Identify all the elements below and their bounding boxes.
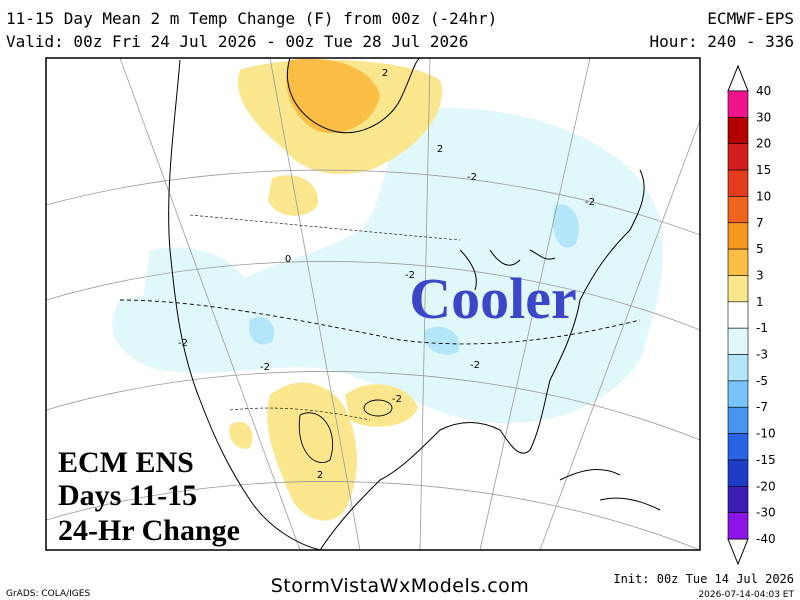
- colorbar-segment: [727, 143, 749, 171]
- contour-label: -2: [392, 394, 402, 405]
- colorbar-label: -7: [756, 400, 768, 414]
- colorbar-segment: [727, 354, 749, 382]
- colorbar-segment: [727, 196, 749, 224]
- map: 2 -2 0 -2 -2 -2 2 -2 -2 -2 2: [45, 57, 701, 551]
- colorbar-label: 7: [756, 216, 764, 230]
- colorbar-label: -15: [756, 453, 776, 467]
- colorbar-label: 15: [756, 163, 771, 177]
- colorbar-segment: [727, 327, 749, 355]
- contour-label: -2: [585, 197, 595, 208]
- annotation-line: ECM ENS: [58, 446, 194, 479]
- colorbar-label: 10: [756, 189, 771, 203]
- contour-label: -2: [470, 360, 480, 371]
- colorbar-label: 5: [756, 242, 764, 256]
- colorbar-segment: [727, 301, 749, 329]
- colorbar-label: -40: [756, 532, 776, 546]
- annotation-cooler: Cooler: [409, 266, 577, 331]
- colorbar-segment: [727, 117, 749, 145]
- footer-stamp: 2026-07-14-04:03 ET: [698, 590, 794, 600]
- contour-label: -2: [467, 172, 477, 183]
- contour-label: 2: [382, 68, 388, 79]
- colorbar-label: -10: [756, 427, 776, 441]
- colorbar-label: 3: [756, 268, 764, 282]
- colorbar-segment: [727, 512, 749, 540]
- annotation-line: Days 11-15: [58, 479, 197, 512]
- colorbar-label: 1: [756, 295, 764, 309]
- colorbar-label: -3: [756, 348, 768, 362]
- contour-label: 2: [317, 470, 323, 481]
- colorbar-label: 20: [756, 137, 771, 151]
- colorbar-segment: [727, 406, 749, 434]
- colorbar: 40 30 20 15 10 7 5 3 1 -1 -3 -5 -7 -10 -15 -20 -30 -40: [727, 64, 776, 566]
- colorbar-label: -5: [756, 374, 768, 388]
- annotation-line: 24-Hr Change: [58, 514, 240, 547]
- colorbar-segment: [727, 248, 749, 276]
- valid: Valid: 00z Fri 24 Jul 2026 - 00z Tue 28 …: [6, 32, 468, 51]
- hour: Hour: 240 - 336: [650, 32, 795, 51]
- model: ECMWF-EPS: [707, 9, 794, 28]
- colorbar-label: -1: [756, 321, 768, 335]
- colorbar-segment: [727, 275, 749, 303]
- contour-label: 2: [437, 144, 443, 155]
- colorbar-segment: [727, 485, 749, 513]
- colorbar-label: -20: [756, 479, 776, 493]
- colorbar-segment: [727, 459, 749, 487]
- footer-software: GrADS: COLA/IGES: [6, 589, 90, 599]
- colorbar-label: 30: [756, 110, 771, 124]
- contour-label: -2: [178, 338, 188, 349]
- title: 11-15 Day Mean 2 m Temp Change (F) from …: [6, 9, 497, 28]
- colorbar-segment: [727, 380, 749, 408]
- contour-label: -2: [260, 362, 270, 373]
- colorbar-segment: [727, 433, 749, 461]
- colorbar-label: 40: [756, 84, 771, 98]
- contour-label: -2: [405, 270, 415, 281]
- footer-init: Init: 00z Tue 14 Jul 2026: [613, 572, 794, 586]
- colorbar-segment: [727, 169, 749, 197]
- colorbar-segment: [727, 90, 749, 118]
- colorbar-segment: [727, 222, 749, 250]
- colorbar-label: -30: [756, 506, 776, 520]
- contour-label: 0: [285, 254, 291, 265]
- footer-site: StormVistaWxModels.com: [271, 575, 530, 597]
